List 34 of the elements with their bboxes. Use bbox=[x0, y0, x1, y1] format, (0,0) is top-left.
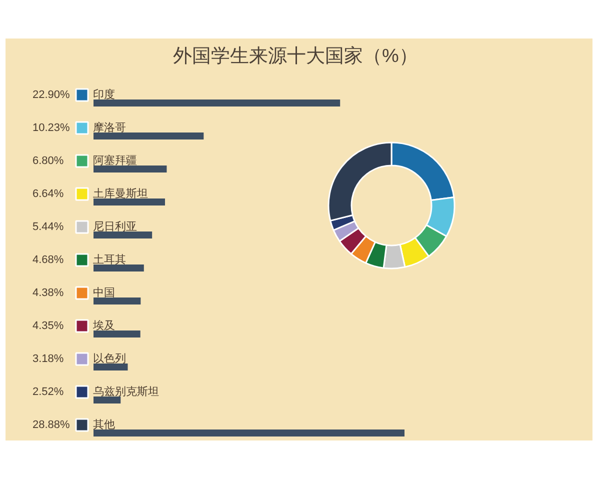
bar bbox=[94, 166, 167, 172]
chart-title: 外国学生来源十大国家（%） bbox=[173, 45, 418, 67]
data-label: 6.64% bbox=[32, 188, 64, 200]
bar bbox=[94, 396, 121, 404]
data-label: 22.90% bbox=[32, 89, 70, 101]
bar bbox=[94, 198, 166, 206]
legend-label: 中国 bbox=[93, 286, 115, 300]
data-label: 6.80% bbox=[32, 155, 64, 167]
legend-label: 以色列 bbox=[93, 352, 126, 366]
legend-label: 其他 bbox=[93, 418, 115, 432]
bar bbox=[94, 330, 140, 338]
data-label: 10.23% bbox=[32, 122, 70, 134]
bar bbox=[94, 264, 144, 272]
data-label: 4.38% bbox=[32, 287, 64, 299]
legend-label: 阿塞拜疆 bbox=[93, 154, 137, 168]
legend-label: 乌兹别克斯坦 bbox=[93, 385, 159, 399]
data-label: 4.35% bbox=[32, 320, 64, 332]
bar bbox=[94, 364, 128, 370]
legend-label: 土耳其 bbox=[93, 253, 126, 267]
bar bbox=[94, 100, 340, 106]
bar bbox=[94, 232, 152, 238]
bar bbox=[94, 132, 204, 140]
bar bbox=[94, 430, 404, 436]
legend-label: 印度 bbox=[93, 88, 115, 102]
legend-label: 尼日利亚 bbox=[93, 220, 137, 234]
data-label: 2.52% bbox=[32, 386, 64, 398]
data-label: 4.68% bbox=[32, 254, 64, 266]
legend-label: 土库曼斯坦 bbox=[93, 186, 148, 201]
legend-label: 摩洛哥 bbox=[93, 120, 126, 135]
bar bbox=[94, 298, 141, 304]
data-label: 5.44% bbox=[32, 221, 64, 233]
data-label: 28.88% bbox=[32, 419, 70, 431]
legend-label: 埃及 bbox=[93, 319, 115, 333]
data-label: 3.18% bbox=[32, 353, 64, 365]
